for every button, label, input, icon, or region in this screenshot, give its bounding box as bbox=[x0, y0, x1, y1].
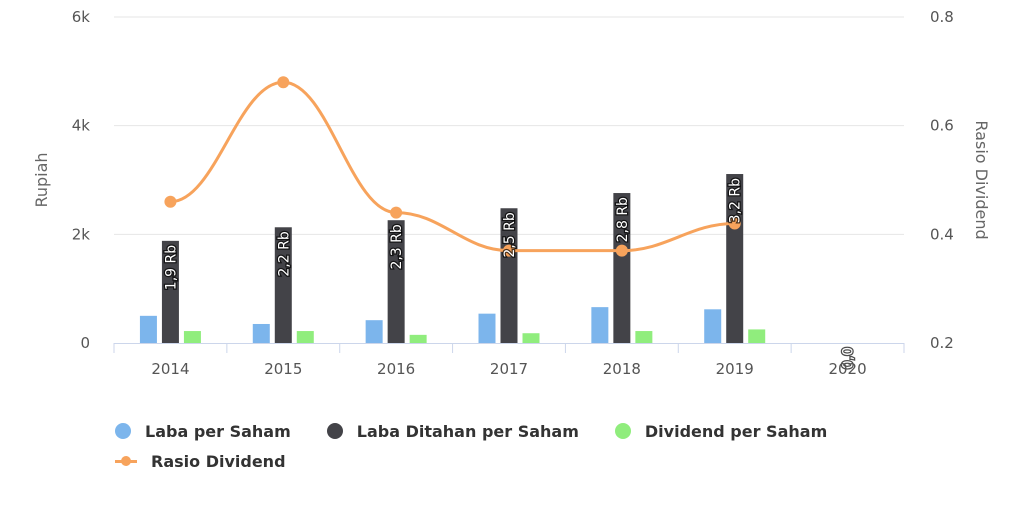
bar-data-label: 2,8 Rb bbox=[615, 197, 631, 242]
bar-data-label: 0,0 bbox=[841, 347, 857, 369]
data-labels: 1,9 Rb 2,2 Rb 2,3 Rb 2,5 Rb 2,8 Rb 3,2 Rb 0,0 bbox=[162, 177, 858, 371]
bar-data-label: 2,5 Rb bbox=[502, 212, 518, 257]
bar bbox=[613, 193, 631, 343]
legend-item-rasio-dividend[interactable]: Rasio Dividend bbox=[115, 452, 286, 471]
bar bbox=[409, 334, 427, 343]
legend-label-rasio-dividend: Rasio Dividend bbox=[151, 451, 286, 471]
y-right-tick-label: 0.4 bbox=[930, 225, 954, 243]
legend-item-laba-per-saham[interactable]: Laba per Saham bbox=[115, 422, 291, 441]
legend-item-dividend-per-saham[interactable]: Dividend per Saham bbox=[614, 421, 828, 441]
line-point bbox=[277, 76, 290, 89]
bar bbox=[500, 208, 518, 343]
x-tick-label: 2018 bbox=[603, 360, 641, 378]
bar-series bbox=[139, 174, 766, 343]
x-tick-label: 2019 bbox=[716, 360, 754, 378]
bar bbox=[635, 331, 653, 343]
x-tick-label: 2014 bbox=[151, 360, 189, 378]
legend-marker-laba-ditahan-per-saham bbox=[326, 423, 343, 439]
line-series bbox=[164, 76, 741, 257]
y-axis-right-title: Rasio Dividend bbox=[972, 120, 991, 239]
legend-label-laba-ditahan-per-saham: Laba Ditahan per Saham bbox=[356, 421, 579, 441]
bar bbox=[591, 307, 609, 343]
y-left-tick-label: 4k bbox=[72, 117, 91, 135]
line-path bbox=[170, 80, 735, 253]
y-right-tick-label: 0.8 bbox=[930, 8, 954, 26]
legend-label-dividend-per-saham: Dividend per Saham bbox=[644, 421, 828, 441]
legend-label-laba-per-saham: Laba per Saham bbox=[145, 421, 291, 441]
legend-item-laba-ditahan-per-saham[interactable]: Laba Ditahan per Saham bbox=[326, 421, 579, 441]
x-tick-label: 2017 bbox=[490, 360, 528, 378]
bar bbox=[365, 320, 383, 343]
bar bbox=[748, 329, 766, 343]
bar bbox=[183, 331, 201, 343]
y-left-tick-label: 6k bbox=[72, 8, 91, 26]
line-point bbox=[164, 195, 177, 208]
legend-marker-dividend-per-saham bbox=[614, 423, 631, 439]
legend-marker-laba-per-saham bbox=[115, 423, 131, 439]
bar bbox=[726, 174, 744, 343]
bar bbox=[478, 313, 496, 343]
bar-data-label: 1,9 Rb bbox=[163, 245, 179, 290]
legend: Laba per Saham Laba Ditahan per Saham Di… bbox=[115, 416, 975, 476]
bar bbox=[387, 220, 405, 343]
y-left-tick-label: 0 bbox=[80, 334, 90, 352]
axes: 0 2k 4k 6k 0.2 0.4 0.6 0.8 2014 2015 2016 2017 2018 2… bbox=[72, 8, 954, 378]
bar-data-label: 2,3 Rb bbox=[389, 224, 405, 269]
line-point bbox=[615, 244, 628, 257]
y-axis-left-title: Rupiah bbox=[32, 152, 51, 207]
bar bbox=[522, 333, 540, 343]
bar bbox=[274, 227, 292, 343]
x-tick-label: 2020 bbox=[828, 360, 866, 378]
y-right-tick-label: 0.6 bbox=[930, 117, 954, 135]
line-point bbox=[503, 244, 515, 257]
bar-data-label: 2,2 Rb bbox=[276, 231, 292, 276]
bar bbox=[704, 309, 722, 343]
bar bbox=[296, 331, 314, 343]
bar bbox=[252, 323, 270, 343]
bar bbox=[139, 315, 157, 343]
grid-lines bbox=[114, 16, 904, 235]
line-point bbox=[390, 206, 403, 219]
bar bbox=[161, 240, 179, 343]
line-point bbox=[728, 217, 741, 230]
y-right-tick-label: 0.2 bbox=[930, 334, 954, 352]
y-left-tick-label: 2k bbox=[72, 225, 91, 243]
legend-marker-rasio-dividend bbox=[115, 453, 137, 469]
x-tick-label: 2015 bbox=[264, 360, 302, 378]
chart-area: 1,9 Rb 2,2 Rb 2,3 Rb 2,5 Rb 2,8 Rb 3,2 Rb0,0 … bbox=[32, 8, 991, 378]
x-tick-label: 2016 bbox=[377, 360, 415, 378]
bar-data-label: 3,2 Rb bbox=[728, 178, 744, 223]
